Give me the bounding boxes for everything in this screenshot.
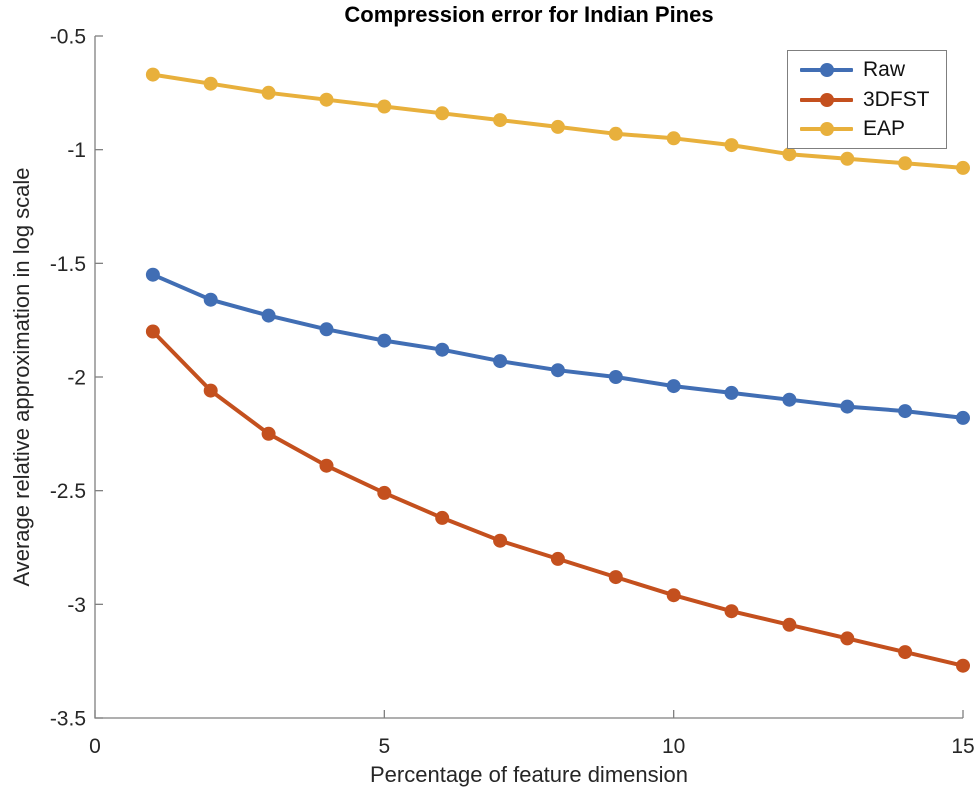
series-marker-raw xyxy=(956,410,970,425)
series-marker-raw xyxy=(319,322,334,337)
y-tick-label: -2.5 xyxy=(50,480,86,503)
legend-line-swatch xyxy=(800,92,853,107)
series-marker-eap xyxy=(550,119,565,134)
series-marker-3dfst xyxy=(145,324,160,339)
series-marker-3dfst xyxy=(435,510,450,525)
series-marker-raw xyxy=(493,354,508,369)
series-line-raw xyxy=(150,272,965,420)
series-marker-raw xyxy=(782,392,797,407)
series-marker-eap xyxy=(435,106,450,121)
series-marker-eap xyxy=(956,160,970,175)
series-marker-eap xyxy=(319,92,334,107)
series-marker-3dfst xyxy=(550,551,565,566)
x-axis-label: Percentage of feature dimension xyxy=(370,762,688,787)
series-marker-3dfst xyxy=(724,604,739,619)
series-marker-raw xyxy=(550,363,565,378)
series-marker-3dfst xyxy=(956,658,970,673)
series-marker-3dfst xyxy=(666,588,681,603)
legend-marker-dot xyxy=(819,92,834,107)
series-marker-raw xyxy=(145,267,160,282)
series-marker-3dfst xyxy=(203,383,218,398)
x-tick-label: 15 xyxy=(951,735,974,758)
x-tick-label: 5 xyxy=(378,735,390,758)
y-tick-label: -3 xyxy=(67,594,86,617)
series-marker-3dfst xyxy=(261,426,276,441)
legend-label: EAP xyxy=(863,116,906,140)
series-marker-eap xyxy=(666,131,681,146)
series-marker-eap xyxy=(898,156,913,171)
series-marker-3dfst xyxy=(377,485,392,500)
x-tick-label: 0 xyxy=(89,735,101,758)
y-tick-label: -2 xyxy=(67,367,86,390)
y-tick-label: -1 xyxy=(67,139,86,162)
series-marker-3dfst xyxy=(898,645,913,660)
series-marker-raw xyxy=(377,333,392,348)
series-marker-eap xyxy=(724,138,739,153)
y-tick-label: -0.5 xyxy=(50,26,86,49)
legend-marker-dot xyxy=(819,121,834,136)
series-marker-3dfst xyxy=(319,458,334,473)
series-marker-raw xyxy=(261,308,276,323)
y-axis-label: Average relative approximation in log sc… xyxy=(9,167,34,587)
legend-item-3dfst: 3DFST xyxy=(788,88,946,112)
legend-item-eap: EAP xyxy=(788,117,946,141)
series-marker-raw xyxy=(435,342,450,357)
series-marker-eap xyxy=(261,85,276,100)
series-marker-raw xyxy=(724,385,739,400)
series-marker-eap xyxy=(608,126,623,141)
series-marker-3dfst xyxy=(840,631,855,646)
legend-item-raw: Raw xyxy=(788,58,946,82)
series-marker-eap xyxy=(203,76,218,91)
legend: Raw 3DFST EAP xyxy=(787,50,947,149)
series-marker-3dfst xyxy=(782,617,797,632)
legend-marker-dot xyxy=(819,63,834,78)
series-marker-raw xyxy=(840,399,855,414)
chart-title: Compression error for Indian Pines xyxy=(344,2,714,27)
series-marker-eap xyxy=(145,67,160,82)
x-tick-label: 10 xyxy=(662,735,685,758)
series-marker-eap xyxy=(840,151,855,166)
series-marker-eap xyxy=(493,113,508,128)
series-marker-3dfst xyxy=(608,570,623,585)
series-line-3dfst xyxy=(150,329,965,668)
legend-label: 3DFST xyxy=(863,87,930,111)
legend-line-swatch xyxy=(800,63,853,78)
series-marker-eap xyxy=(782,147,797,162)
series-marker-eap xyxy=(377,99,392,114)
y-tick-label: -3.5 xyxy=(50,708,86,731)
legend-line-swatch xyxy=(800,121,853,136)
series-marker-raw xyxy=(666,379,681,394)
series-marker-raw xyxy=(203,292,218,307)
legend-label: Raw xyxy=(863,58,906,82)
series-marker-raw xyxy=(608,370,623,384)
y-tick-label: -1.5 xyxy=(50,253,86,276)
series-marker-3dfst xyxy=(493,533,508,548)
series-marker-raw xyxy=(898,404,913,419)
